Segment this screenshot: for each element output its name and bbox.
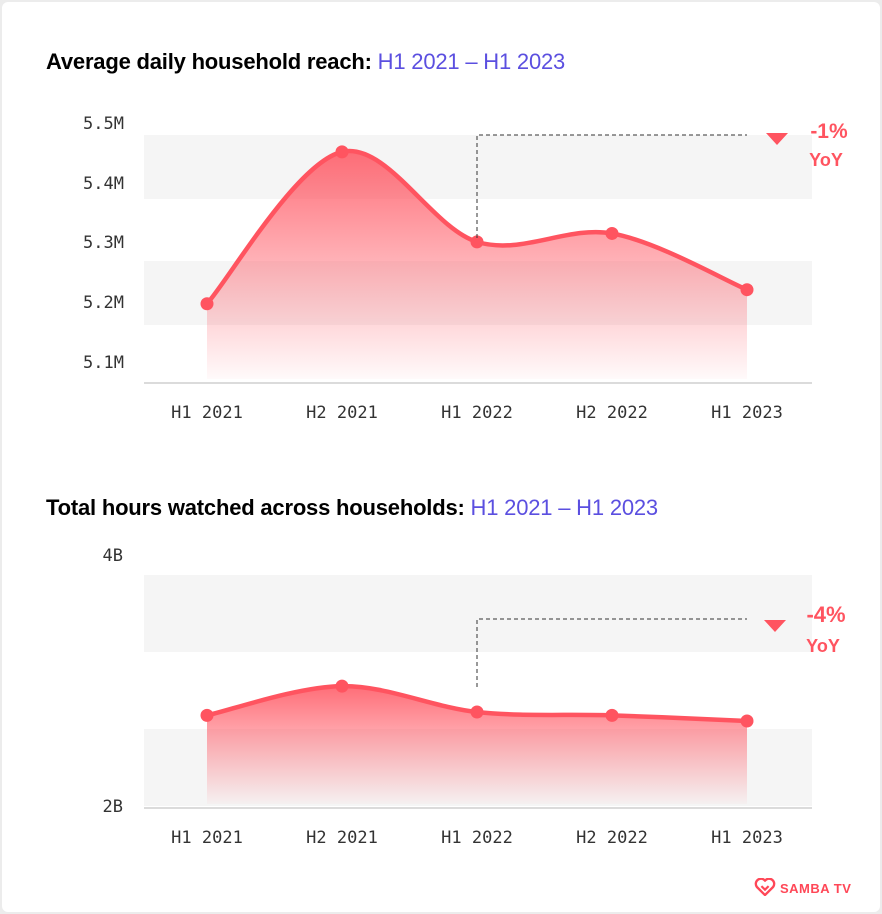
heart-icon	[754, 877, 776, 899]
triangle-down-icon	[766, 133, 788, 145]
data-point	[200, 297, 214, 311]
data-point	[740, 283, 754, 297]
yoy-connector	[476, 134, 747, 238]
x-tick-label: H1 2021	[171, 403, 243, 423]
data-point	[335, 679, 349, 693]
x-tick-label: H1 2023	[711, 403, 783, 423]
series-area	[207, 151, 747, 379]
yoy-label: YoY	[806, 636, 840, 656]
x-tick-label: H2 2021	[306, 828, 378, 848]
x-tick-label: H1 2021	[171, 828, 243, 848]
chart2-title: Total hours watched across households:	[46, 495, 465, 520]
x-tick-label: H2 2021	[306, 403, 378, 423]
y-tick-label: 5.4M	[83, 174, 124, 194]
x-tick-label: H2 2022	[576, 828, 648, 848]
y-tick-label: 2B	[103, 797, 123, 817]
yoy-label: YoY	[809, 150, 843, 170]
x-tick-label: H2 2022	[576, 403, 648, 423]
data-point	[335, 145, 349, 159]
yoy-change: -4%	[806, 602, 845, 627]
chart1-title: Average daily household reach:	[46, 49, 372, 74]
data-point	[605, 708, 619, 722]
data-point	[605, 226, 619, 240]
data-point	[200, 708, 214, 722]
chart1-title-block: Average daily household reach: H1 2021 –…	[46, 49, 565, 75]
chart2-title-block: Total hours watched across households: H…	[46, 495, 658, 521]
x-tick-label: H1 2022	[441, 403, 513, 423]
chart2-subtitle: H1 2021 – H1 2023	[470, 495, 659, 520]
y-tick-label: 4B	[103, 546, 123, 566]
grid-band-1	[144, 575, 812, 652]
data-point	[740, 714, 754, 728]
yoy-change: -1%	[810, 120, 848, 143]
x-tick-label: H1 2023	[711, 828, 783, 848]
triangle-down-icon	[764, 620, 786, 632]
brand-name: SAMBA TV	[780, 881, 852, 896]
y-tick-label: 5.3M	[83, 233, 124, 253]
grid-band-1	[144, 135, 812, 199]
data-point	[470, 235, 484, 249]
chart1-subtitle: H1 2021 – H1 2023	[377, 49, 566, 74]
y-tick-label: 5.2M	[83, 293, 124, 313]
reach-chart: 5.5M 5.4M 5.3M 5.2M 5.1M H1 2021 H2 2021 H1 202…	[83, 114, 848, 423]
yoy-connector	[476, 618, 747, 687]
x-tick-label: H1 2022	[441, 828, 513, 848]
y-tick-label: 5.1M	[83, 353, 124, 373]
series-area	[207, 686, 747, 804]
y-tick-label: 5.5M	[83, 114, 124, 134]
data-point	[470, 705, 484, 719]
brand-logo: SAMBA TV	[754, 877, 852, 899]
